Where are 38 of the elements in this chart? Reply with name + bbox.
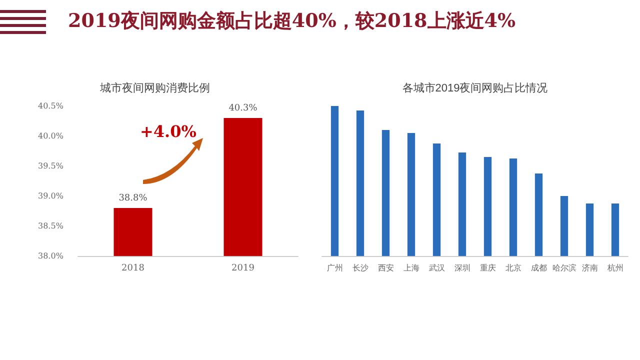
- x-tick-label: 北京: [505, 264, 522, 272]
- x-tick-label: 成都: [530, 264, 547, 272]
- data-label: 38.8%: [118, 194, 148, 204]
- bar: [432, 144, 441, 256]
- x-tick-label: 杭州: [606, 264, 624, 272]
- bar: [356, 110, 364, 256]
- bar: [509, 158, 518, 256]
- y-tick-label: 39.5%: [38, 162, 64, 170]
- chart-title: 2019夜间网购金额占比超40%，较2018上涨近4%: [68, 9, 516, 34]
- x-tick-label: 2018: [122, 264, 145, 274]
- x-tick-label: 深圳: [454, 264, 470, 272]
- bar: [586, 204, 594, 256]
- data-label: 40.3%: [228, 104, 258, 114]
- chart-title: 各城市2019夜间网购占比情况: [402, 82, 548, 94]
- bar: [382, 130, 390, 256]
- y-tick-label: 40.0%: [38, 132, 64, 140]
- y-tick-label: 38.0%: [38, 252, 64, 260]
- x-tick-label: 哈尔滨: [552, 264, 576, 272]
- bar: [330, 106, 339, 256]
- bar: [534, 174, 543, 256]
- y-tick-label: 38.5%: [38, 222, 64, 230]
- x-tick-label: 武汉: [428, 264, 445, 272]
- y-tick-label: 39.0%: [38, 192, 64, 200]
- bar: [407, 133, 416, 256]
- annotation: +4.0%: [140, 122, 196, 141]
- bar: [611, 204, 620, 256]
- bar: [458, 152, 466, 256]
- x-tick-label: 上海: [403, 264, 420, 272]
- bar: [484, 157, 492, 256]
- x-tick-label: 济南: [582, 264, 598, 272]
- x-tick-label: 长沙: [352, 264, 368, 272]
- chart-subtitle: 城市夜间网购消费比例: [99, 82, 210, 94]
- x-tick-label: 重庆: [480, 264, 496, 272]
- y-tick-label: 40.5%: [38, 102, 64, 110]
- x-tick-label: 2019: [232, 264, 255, 274]
- x-tick-label: 广州: [326, 264, 343, 272]
- bar: [560, 196, 568, 256]
- x-tick-label: 西安: [378, 264, 394, 272]
